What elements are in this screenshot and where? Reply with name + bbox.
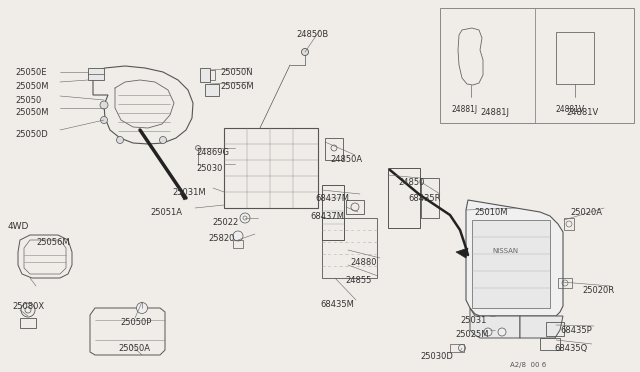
Text: 25031M: 25031M xyxy=(172,188,205,197)
Polygon shape xyxy=(470,308,520,338)
Text: 24881J: 24881J xyxy=(480,108,509,117)
Text: 25050A: 25050A xyxy=(118,344,150,353)
Text: 25820: 25820 xyxy=(208,234,234,243)
Text: 25010M: 25010M xyxy=(474,208,508,217)
Text: 25050: 25050 xyxy=(15,96,41,105)
Circle shape xyxy=(195,145,200,151)
Text: 68437M: 68437M xyxy=(315,194,349,203)
Circle shape xyxy=(484,328,492,336)
Text: 25051A: 25051A xyxy=(150,208,182,217)
Bar xyxy=(205,84,219,96)
Bar xyxy=(322,185,344,240)
Text: 24850A: 24850A xyxy=(330,155,362,164)
Circle shape xyxy=(498,328,506,336)
Text: 24850B: 24850B xyxy=(296,30,328,39)
Text: 25020A: 25020A xyxy=(570,208,602,217)
Text: 25050E: 25050E xyxy=(15,68,47,77)
Bar xyxy=(450,344,464,352)
Text: 25050N: 25050N xyxy=(220,68,253,77)
Circle shape xyxy=(136,302,147,314)
Text: 68435M: 68435M xyxy=(320,300,354,309)
Bar xyxy=(421,178,439,218)
Polygon shape xyxy=(520,316,563,338)
Circle shape xyxy=(458,344,465,352)
Text: 25056M: 25056M xyxy=(220,82,253,91)
Text: 25080X: 25080X xyxy=(12,302,44,311)
Text: 68435R: 68435R xyxy=(408,194,440,203)
Bar xyxy=(322,218,377,278)
Text: 24850: 24850 xyxy=(398,178,424,187)
Circle shape xyxy=(100,101,108,109)
Polygon shape xyxy=(180,193,186,200)
Bar xyxy=(558,278,572,288)
Polygon shape xyxy=(466,200,563,316)
Bar xyxy=(88,68,104,80)
Circle shape xyxy=(233,231,243,241)
Bar xyxy=(388,168,420,228)
Bar xyxy=(546,322,564,336)
Text: 25031: 25031 xyxy=(460,316,486,325)
Circle shape xyxy=(159,137,166,144)
Bar xyxy=(472,220,550,308)
Text: 25030D: 25030D xyxy=(420,352,453,361)
Text: 68437M: 68437M xyxy=(310,212,344,221)
Polygon shape xyxy=(456,248,468,258)
Text: 25020R: 25020R xyxy=(582,286,614,295)
Text: 68435Q: 68435Q xyxy=(554,344,588,353)
Circle shape xyxy=(301,48,308,55)
Bar xyxy=(20,318,36,328)
Bar xyxy=(540,338,560,350)
Text: 24881V: 24881V xyxy=(556,105,585,114)
Text: 24880: 24880 xyxy=(350,258,376,267)
Bar xyxy=(564,218,574,230)
Circle shape xyxy=(116,137,124,144)
Text: 25050P: 25050P xyxy=(120,318,152,327)
Bar xyxy=(233,240,243,248)
Text: 25056M: 25056M xyxy=(36,238,70,247)
Text: NISSAN: NISSAN xyxy=(492,248,518,254)
Text: 25030: 25030 xyxy=(196,164,222,173)
Text: 25022: 25022 xyxy=(212,218,238,227)
Text: 24881J: 24881J xyxy=(452,105,478,114)
Text: 24881V: 24881V xyxy=(566,108,598,117)
Text: 25050M: 25050M xyxy=(15,108,49,117)
Bar xyxy=(210,70,215,80)
Circle shape xyxy=(100,116,108,124)
Bar xyxy=(346,200,364,214)
Text: 25050M: 25050M xyxy=(15,82,49,91)
Text: A2/8  00 6: A2/8 00 6 xyxy=(510,362,547,368)
Bar xyxy=(440,8,634,123)
Bar xyxy=(224,128,318,208)
Bar xyxy=(325,138,343,160)
Text: 25025M: 25025M xyxy=(455,330,488,339)
Text: 24855: 24855 xyxy=(345,276,371,285)
Text: 25050D: 25050D xyxy=(15,130,48,139)
Text: 68435P: 68435P xyxy=(560,326,592,335)
Circle shape xyxy=(240,213,250,223)
Bar xyxy=(556,32,594,84)
Bar xyxy=(200,68,210,82)
Text: 24869G: 24869G xyxy=(196,148,229,157)
Text: 4WD: 4WD xyxy=(8,222,29,231)
